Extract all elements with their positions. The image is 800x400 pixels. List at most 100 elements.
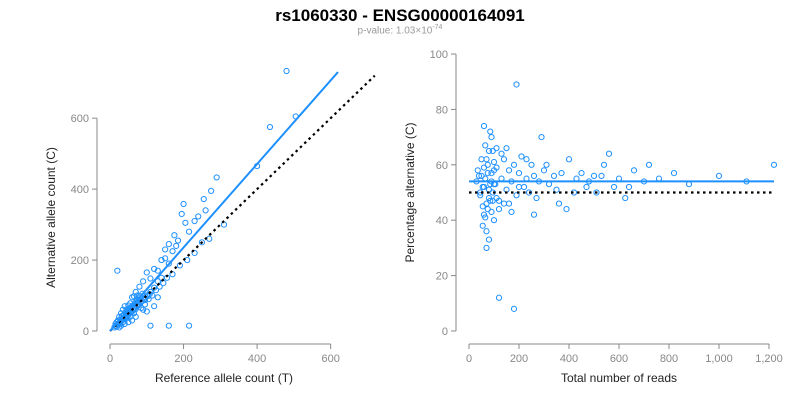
data-point — [151, 303, 158, 310]
data-point — [174, 237, 182, 244]
data-point — [510, 305, 518, 312]
data-point — [600, 161, 608, 168]
data-point — [500, 156, 508, 163]
data-point — [165, 241, 172, 248]
data-point — [513, 192, 520, 199]
x-tick-label: 1,000 — [705, 353, 733, 365]
data-point — [483, 244, 490, 251]
data-point — [490, 217, 498, 224]
data-point — [490, 167, 498, 174]
data-point — [543, 161, 550, 168]
data-point — [630, 167, 638, 174]
regression-line — [109, 71, 339, 332]
data-point — [590, 172, 598, 179]
data-point — [484, 170, 491, 177]
chart-title: rs1060330 - ENSG00000164091 — [275, 6, 525, 25]
data-point — [538, 134, 545, 141]
data-point — [165, 322, 172, 329]
x-tick-label: 1,200 — [755, 353, 783, 365]
data-point — [625, 183, 633, 191]
data-point — [266, 123, 274, 131]
data-point — [598, 172, 605, 179]
data-point — [139, 278, 147, 285]
data-point — [530, 172, 538, 179]
data-point — [610, 183, 618, 191]
data-point — [483, 228, 490, 235]
data-point — [195, 213, 202, 220]
data-point — [182, 219, 189, 226]
data-point — [185, 228, 193, 235]
x-tick-label: 400 — [248, 353, 266, 365]
data-point — [493, 145, 500, 152]
data-point — [487, 128, 494, 135]
data-point — [495, 206, 503, 213]
data-point — [515, 183, 523, 191]
y-tick-label: 0 — [83, 326, 89, 338]
y-tick-label: 0 — [442, 326, 448, 338]
data-point — [132, 288, 139, 296]
data-point — [488, 134, 495, 141]
data-point — [184, 256, 191, 264]
data-point — [147, 322, 154, 329]
data-point — [171, 232, 178, 239]
data-point — [139, 306, 147, 313]
p-value-text: p-value: 1.03×10 — [357, 25, 433, 37]
data-point — [191, 249, 198, 257]
data-point — [154, 267, 161, 274]
data-point — [143, 308, 150, 315]
data-point — [530, 211, 538, 218]
data-point — [500, 200, 508, 207]
data-point — [520, 183, 528, 191]
data-point — [198, 239, 206, 246]
data-point — [490, 158, 498, 166]
data-point — [483, 200, 490, 207]
data-point — [128, 317, 136, 324]
data-point — [160, 280, 167, 287]
data-point — [578, 170, 585, 177]
data-point — [173, 242, 180, 249]
data-point — [508, 208, 515, 215]
data-point — [645, 161, 653, 168]
data-point — [483, 156, 490, 163]
data-point — [493, 194, 500, 202]
data-point — [770, 161, 778, 168]
data-point — [143, 269, 150, 276]
data-point — [565, 156, 573, 163]
data-point — [482, 142, 489, 149]
x-tick-label: 600 — [321, 353, 339, 365]
y-tick-label: 60 — [436, 160, 448, 172]
chart-subtitle: p-value: 1.03×10-74 — [0, 24, 800, 36]
x-axis-title: Total number of reads — [561, 371, 677, 385]
x-tick-label: 0 — [107, 353, 113, 365]
y-tick-label: 100 — [430, 49, 448, 61]
data-point — [495, 294, 503, 301]
y-axis-title: Alternative allele count (C) — [44, 147, 58, 288]
data-point — [283, 67, 290, 75]
data-point — [169, 248, 176, 255]
data-point — [485, 147, 493, 155]
data-point — [127, 313, 134, 320]
x-tick-label: 200 — [510, 353, 528, 365]
data-point — [213, 174, 220, 181]
data-point — [475, 172, 483, 179]
data-point — [498, 150, 505, 157]
y-tick-label: 80 — [436, 104, 448, 116]
data-point — [550, 172, 558, 179]
data-point — [480, 211, 488, 218]
data-point — [220, 221, 228, 228]
data-point — [525, 189, 533, 196]
data-point — [478, 156, 485, 163]
data-point — [208, 187, 215, 194]
data-point — [191, 217, 198, 225]
x-tick-label: 200 — [174, 353, 192, 365]
data-point — [178, 210, 185, 218]
data-point — [474, 167, 481, 174]
data-point — [480, 164, 488, 171]
y-tick-label: 20 — [436, 271, 448, 283]
data-point — [528, 161, 535, 168]
data-point — [533, 194, 540, 202]
data-point — [505, 167, 513, 174]
data-point — [206, 235, 213, 242]
data-point — [180, 200, 187, 208]
data-point — [136, 283, 143, 290]
